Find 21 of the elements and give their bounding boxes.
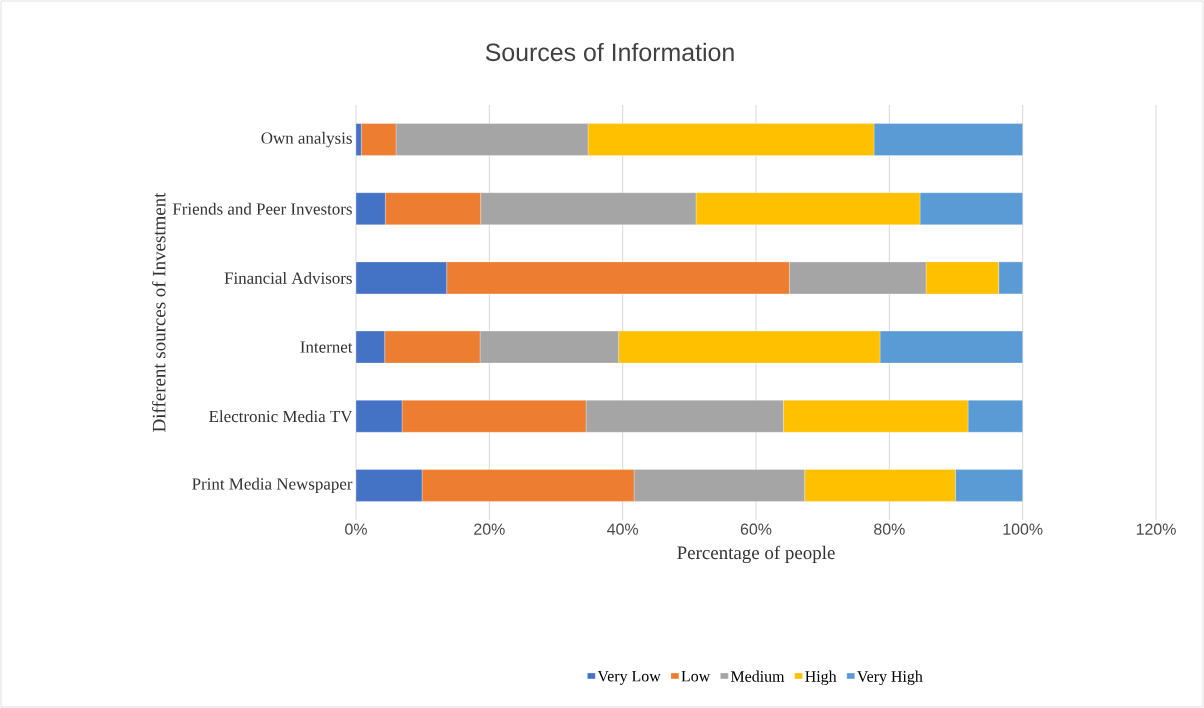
x-tick-label: 40% (607, 523, 639, 535)
y-tick-label: Electronic Media TV (209, 410, 353, 423)
x-tick-label: 0% (345, 523, 367, 535)
x-tick-label: 100% (1003, 523, 1043, 535)
x-tick-label: 60% (740, 523, 772, 535)
x-tick-label: 80% (874, 523, 905, 535)
y-tick-label: Internet (300, 341, 353, 353)
x-tick-label: 120% (1136, 523, 1176, 535)
legend-label: Very High (857, 670, 923, 686)
legend-label: High (805, 670, 837, 686)
chart-title: Sources of Information (485, 42, 734, 62)
x-axis-title: Percentage of people (677, 545, 835, 564)
y-tick-label: Own analysis (261, 131, 352, 148)
x-tick-label: 20% (474, 523, 505, 535)
legend-label: Very Low (597, 670, 661, 685)
y-tick-label: Financial Advisors (224, 271, 352, 284)
legend-label: Medium (730, 670, 785, 682)
y-axis-title: Different sources of Investment (151, 192, 166, 432)
y-tick-label: Print Media Newspaper (192, 477, 353, 494)
y-tick-label: Friends and Peer Investors (172, 202, 352, 215)
legend-label: Low (681, 670, 711, 682)
